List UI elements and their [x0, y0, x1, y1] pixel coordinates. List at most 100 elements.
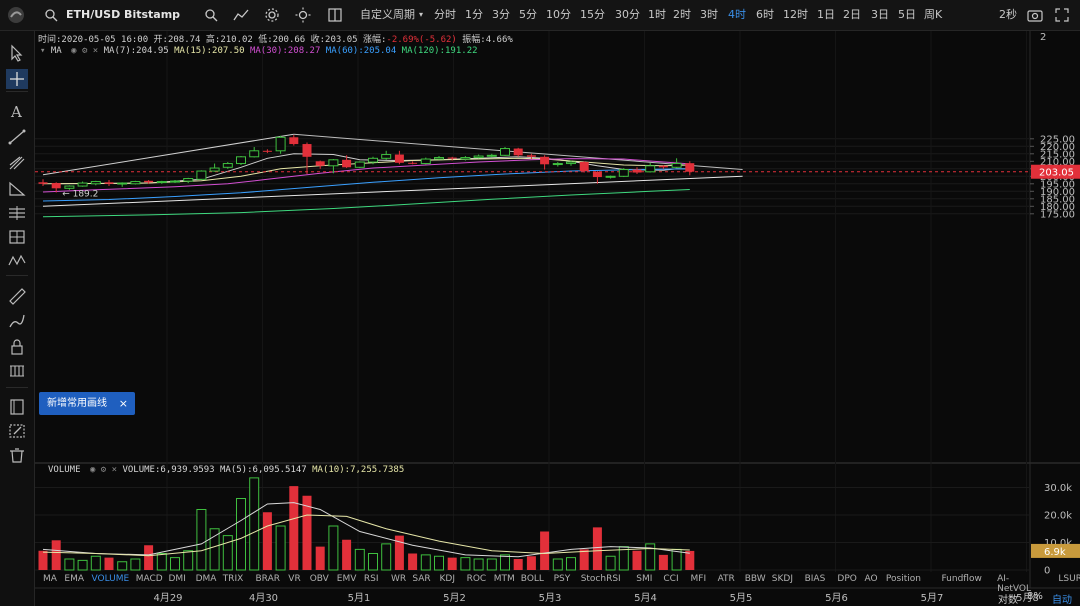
indicator-tab[interactable]: SMI [636, 574, 653, 584]
volume-legend-name[interactable]: VOLUME [48, 465, 81, 475]
book-icon[interactable] [6, 397, 28, 417]
trendline-icon[interactable] [6, 127, 28, 147]
timeframe-tab[interactable]: 2时 [673, 8, 691, 21]
indicator-tab[interactable]: ROC [466, 574, 487, 584]
volume-bar[interactable] [671, 548, 682, 571]
eye-icon[interactable]: ◉ [71, 46, 77, 56]
indicator-tab[interactable]: Position [885, 574, 921, 584]
candle-body[interactable] [262, 150, 272, 152]
candle-body[interactable] [51, 183, 61, 189]
candle-body[interactable] [394, 154, 404, 163]
indicator-tab[interactable]: OBV [309, 574, 329, 584]
tooltip-close-icon[interactable]: × [118, 397, 128, 410]
volume-bar[interactable] [566, 557, 576, 571]
indicator-tab[interactable]: VOLUME [91, 574, 130, 584]
candle-body[interactable] [249, 150, 260, 158]
auto-scale-toggle[interactable]: 自动 [1052, 591, 1072, 606]
timeframe-tab[interactable]: 5日 [898, 8, 916, 21]
indicator-tab[interactable]: BOLL [520, 574, 544, 584]
timeframe-tab[interactable]: 30分 [615, 8, 640, 21]
text-icon[interactable]: A [6, 101, 28, 121]
candle-body[interactable] [196, 170, 207, 180]
volume-bar[interactable] [38, 550, 48, 570]
volume-bar[interactable] [500, 554, 510, 571]
timeframe-tab[interactable]: 分时 [434, 8, 456, 21]
indicator-tab[interactable]: AI-NetVOL [997, 574, 1031, 594]
candle-body[interactable] [540, 156, 550, 165]
ma-line-ma30[interactable] [42, 158, 690, 193]
candle-body[interactable] [447, 157, 457, 159]
candle-body[interactable] [500, 148, 510, 156]
volume-ma-line[interactable] [42, 514, 690, 557]
refresh-interval[interactable]: 2秒 [999, 8, 1017, 21]
ma-legend-name[interactable]: MA [50, 46, 62, 56]
collapse-caret-icon[interactable]: ▾ [40, 46, 51, 56]
indicator-tab[interactable]: BIAS [804, 574, 826, 584]
cursor-icon[interactable] [6, 43, 28, 63]
log-scale-toggle[interactable]: 对数 [998, 591, 1018, 606]
timeframe-tab[interactable]: 10分 [546, 8, 571, 21]
indicator-tab[interactable]: MACD [135, 574, 163, 584]
fullscreen-icon[interactable] [1055, 0, 1069, 30]
volume-bar[interactable] [90, 555, 101, 571]
indicator-tab[interactable]: DMI [168, 574, 186, 584]
pitchfork-icon[interactable] [6, 153, 28, 173]
candle-body[interactable] [605, 175, 616, 178]
volume-bar[interactable] [645, 543, 656, 571]
candle-body[interactable] [420, 158, 431, 165]
candle-body[interactable] [170, 180, 180, 183]
theme-sun-icon[interactable] [295, 0, 311, 30]
volume-bar[interactable] [658, 554, 668, 570]
volume-bar[interactable] [513, 559, 523, 570]
candle-body[interactable] [473, 155, 484, 159]
indicator-tab[interactable]: SKDJ [771, 574, 793, 584]
candle-body[interactable] [315, 161, 325, 166]
indicator-tab[interactable]: AO [864, 574, 878, 584]
volume-bar[interactable] [605, 555, 616, 571]
ruler-icon[interactable] [6, 285, 28, 305]
candle-body[interactable] [579, 162, 589, 172]
volume-bar[interactable] [183, 550, 194, 571]
indicator-tab[interactable]: VR [288, 574, 301, 584]
candle-body[interactable] [434, 157, 444, 160]
percent-label[interactable]: 8% [1027, 591, 1043, 602]
auto-label[interactable]: 自动 [1052, 595, 1072, 606]
volume-bar[interactable] [368, 553, 378, 571]
indicator-tab[interactable]: RSI [363, 574, 379, 584]
candle-body[interactable] [381, 154, 392, 159]
timeframe-tab[interactable]: 3分 [492, 8, 510, 21]
settings-gear-icon[interactable] [264, 0, 280, 30]
indicator-tab[interactable]: MTM [493, 574, 515, 584]
candle-body[interactable] [38, 182, 48, 184]
volume-bar[interactable] [420, 554, 431, 571]
volume-ma-line[interactable] [42, 502, 690, 558]
indicator-tab[interactable]: TRIX [222, 574, 244, 584]
timeframe-tab[interactable]: 1时 [648, 8, 666, 21]
volume-bar[interactable] [130, 558, 141, 571]
volume-bar[interactable] [473, 558, 484, 571]
edit-icon[interactable] [6, 421, 28, 441]
volume-bar[interactable] [552, 558, 563, 571]
candle-body[interactable] [526, 155, 536, 157]
timeframe-tab[interactable]: 3日 [871, 8, 889, 21]
timeframe-tab[interactable]: 2日 [843, 8, 861, 21]
candle-body[interactable] [658, 165, 668, 168]
volume-bar[interactable] [156, 553, 167, 571]
volume-bar[interactable] [315, 546, 325, 570]
volume-bar[interactable] [170, 557, 180, 571]
indicator-tab[interactable]: MFI [690, 574, 707, 584]
volume-bar[interactable] [526, 556, 536, 570]
volume-bar[interactable] [289, 486, 299, 570]
volume-bar[interactable] [579, 549, 589, 570]
candle-body[interactable] [552, 163, 563, 166]
volume-bar[interactable] [117, 561, 128, 571]
volume-bar[interactable] [236, 498, 246, 571]
volume-bar[interactable] [460, 557, 471, 571]
ma-close-icon[interactable]: × [92, 46, 99, 56]
add-drawing-tooltip[interactable]: 新增常用画线 × [39, 392, 135, 415]
timeframe-tab[interactable]: 6时 [756, 8, 774, 21]
timeframe-tab[interactable]: 5分 [519, 8, 537, 21]
crosshair-icon[interactable] [6, 69, 28, 89]
candle-body[interactable] [618, 169, 629, 177]
